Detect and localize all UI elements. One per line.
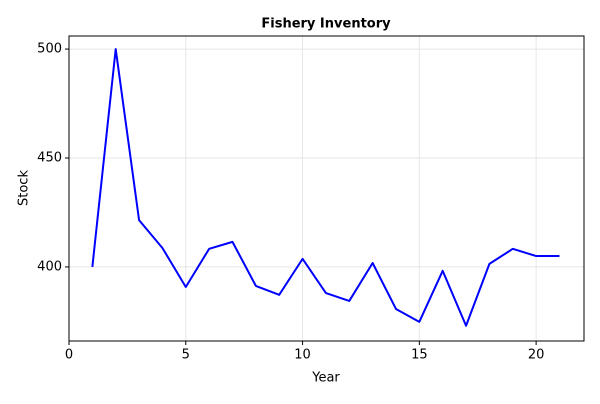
y-tick-label: 500 <box>37 42 62 57</box>
x-tick-label: 10 <box>294 348 311 363</box>
x-tick-label: 0 <box>65 348 73 363</box>
x-tick-label: 20 <box>528 348 545 363</box>
x-tick-label: 5 <box>182 348 190 363</box>
x-axis-label: Year <box>311 371 340 386</box>
plot-frame <box>68 35 585 342</box>
chart-title: Fishery Inventory <box>261 17 391 32</box>
x-tick-label: 15 <box>411 348 428 363</box>
y-tick-label: 450 <box>37 151 62 166</box>
y-axis-label: Stock <box>17 170 32 206</box>
data-line <box>91 48 560 327</box>
y-tick-label: 400 <box>37 259 62 274</box>
plot <box>91 48 560 327</box>
